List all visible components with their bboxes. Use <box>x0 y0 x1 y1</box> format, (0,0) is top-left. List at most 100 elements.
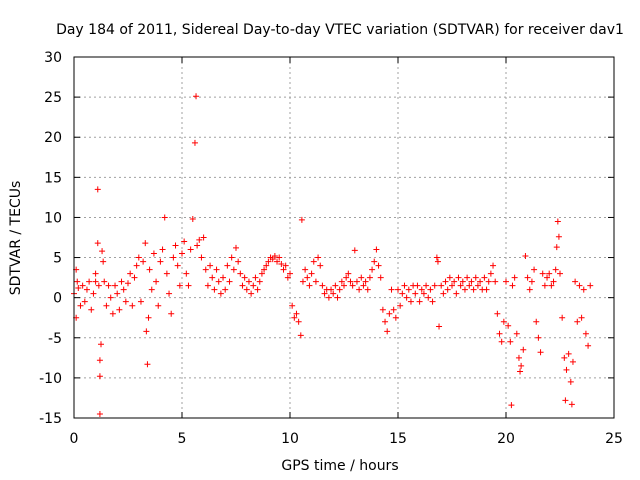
data-point <box>143 328 150 335</box>
data-point <box>366 274 373 281</box>
data-point <box>125 280 131 287</box>
data-point <box>92 278 99 285</box>
data-point <box>101 278 108 285</box>
data-point <box>546 270 553 277</box>
data-point <box>213 266 220 273</box>
data-point <box>122 298 129 305</box>
data-point <box>88 306 95 313</box>
data-point <box>548 282 555 289</box>
data-point <box>490 262 497 269</box>
data-point <box>228 254 235 261</box>
data-point <box>481 274 488 281</box>
data-point <box>191 139 198 146</box>
data-point <box>382 318 389 325</box>
data-point <box>384 328 391 335</box>
data-point <box>585 342 592 349</box>
data-point <box>503 278 509 285</box>
y-tick-label: 30 <box>44 50 62 66</box>
data-point <box>358 274 365 281</box>
data-point <box>269 256 276 263</box>
axis-ticks <box>73 56 615 419</box>
data-point <box>209 274 216 281</box>
data-point <box>436 323 443 330</box>
data-point <box>137 298 144 305</box>
data-point <box>233 244 239 251</box>
data-point <box>403 294 410 301</box>
data-point <box>461 286 468 293</box>
data-point <box>423 282 430 289</box>
data-point <box>470 286 477 293</box>
data-point <box>429 298 436 305</box>
data-point <box>347 278 354 285</box>
data-point <box>321 290 328 297</box>
data-point <box>373 246 380 253</box>
data-point <box>239 282 246 289</box>
data-point <box>332 282 339 289</box>
data-point <box>271 252 278 259</box>
data-point <box>295 318 302 325</box>
data-point <box>83 286 90 293</box>
data-point <box>278 260 285 267</box>
data-point <box>362 278 369 285</box>
data-point <box>237 270 244 277</box>
data-point <box>265 258 272 265</box>
data-point <box>466 282 473 289</box>
data-point <box>522 252 529 259</box>
data-point <box>105 282 112 289</box>
data-point <box>144 361 151 368</box>
data-point <box>189 216 196 223</box>
data-point <box>306 282 313 289</box>
data-point <box>427 286 434 293</box>
data-point <box>297 332 304 339</box>
data-point <box>496 330 503 337</box>
data-point <box>299 278 306 285</box>
data-point <box>349 282 356 289</box>
data-point <box>276 254 283 261</box>
data-point <box>440 290 447 297</box>
data-point <box>388 286 395 293</box>
x-axis-label: GPS time / hours <box>281 458 398 474</box>
data-point <box>304 274 311 281</box>
data-point <box>129 302 136 309</box>
y-tick-label: 10 <box>44 210 62 226</box>
data-point <box>103 302 110 309</box>
data-point <box>451 278 458 285</box>
data-point <box>587 282 594 289</box>
data-point <box>202 266 209 273</box>
data-point <box>254 286 261 293</box>
data-point <box>181 238 188 245</box>
data-point <box>150 250 157 257</box>
data-point <box>315 254 322 261</box>
data-point <box>174 262 181 269</box>
data-point <box>431 282 438 289</box>
data-point <box>565 350 572 357</box>
data-point <box>477 278 484 285</box>
y-tick-label: -10 <box>39 371 62 387</box>
data-point <box>553 244 560 251</box>
data-point <box>96 410 103 417</box>
data-point <box>172 242 179 249</box>
data-point <box>185 282 192 289</box>
grid <box>74 57 614 418</box>
data-point <box>550 278 557 285</box>
data-point <box>369 266 376 273</box>
y-tick-label: 0 <box>53 291 62 307</box>
data-point <box>328 286 335 293</box>
data-point <box>96 373 103 380</box>
data-point <box>90 290 97 297</box>
data-point <box>541 282 548 289</box>
data-point <box>526 286 533 293</box>
data-point <box>444 286 451 293</box>
data-point <box>287 270 293 277</box>
y-tick-label: 25 <box>44 90 62 106</box>
data-point <box>289 302 296 309</box>
data-point <box>555 233 562 240</box>
data-point <box>433 254 440 261</box>
data-point <box>334 294 341 301</box>
data-point <box>99 248 106 255</box>
data-point <box>243 286 250 293</box>
data-point <box>392 314 399 321</box>
data-point <box>576 282 583 289</box>
data-point <box>161 214 168 221</box>
data-point <box>425 294 432 301</box>
